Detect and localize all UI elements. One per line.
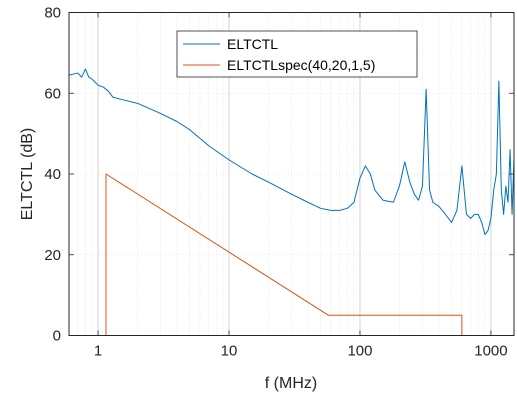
legend-box [176,30,418,78]
x-tick-label: 1 [94,343,102,360]
series-line-eltctl [68,68,515,236]
legend: ELTCTL ELTCTLspec(40,20,1,5) [176,30,418,78]
legend-label-eltctl: ELTCTL [227,36,278,52]
y-axis-label: ELTCTL (dB) [19,128,36,220]
y-tick-label: 0 [53,328,61,345]
x-tick-label: 100 [347,343,372,360]
x-axis-label: f (MHz) [265,375,317,392]
y-tick-label: 80 [44,5,61,22]
series-group [68,68,515,336]
series-line-spec [105,173,463,336]
ticks: 1 10 100 1000 0 20 40 60 80 [44,5,514,360]
x-tick-label: 10 [221,343,238,360]
y-tick-label: 60 [44,85,61,102]
x-tick-label: 1000 [474,343,507,360]
y-tick-label: 40 [44,166,61,183]
legend-label-spec: ELTCTLspec(40,20,1,5) [227,57,375,73]
y-tick-label: 20 [44,247,61,264]
